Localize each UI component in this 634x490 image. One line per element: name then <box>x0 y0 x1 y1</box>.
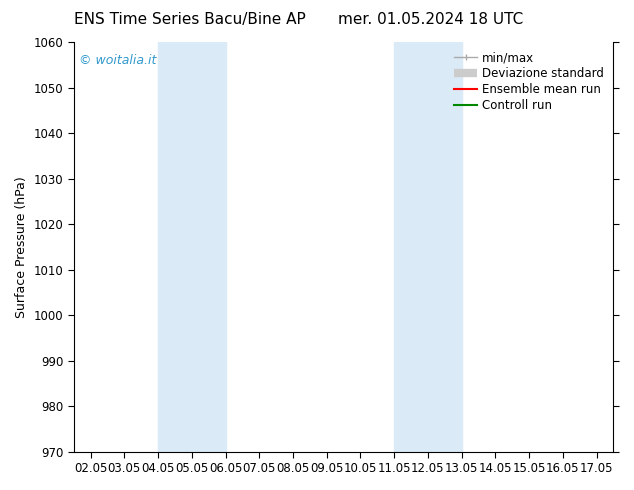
Legend: min/max, Deviazione standard, Ensemble mean run, Controll run: min/max, Deviazione standard, Ensemble m… <box>450 48 607 116</box>
Bar <box>158 42 226 452</box>
Text: © woitalia.it: © woitalia.it <box>79 54 157 67</box>
Text: mer. 01.05.2024 18 UTC: mer. 01.05.2024 18 UTC <box>339 12 524 27</box>
Y-axis label: Surface Pressure (hPa): Surface Pressure (hPa) <box>15 176 28 318</box>
Text: ENS Time Series Bacu/Bine AP: ENS Time Series Bacu/Bine AP <box>74 12 306 27</box>
Bar <box>394 42 462 452</box>
